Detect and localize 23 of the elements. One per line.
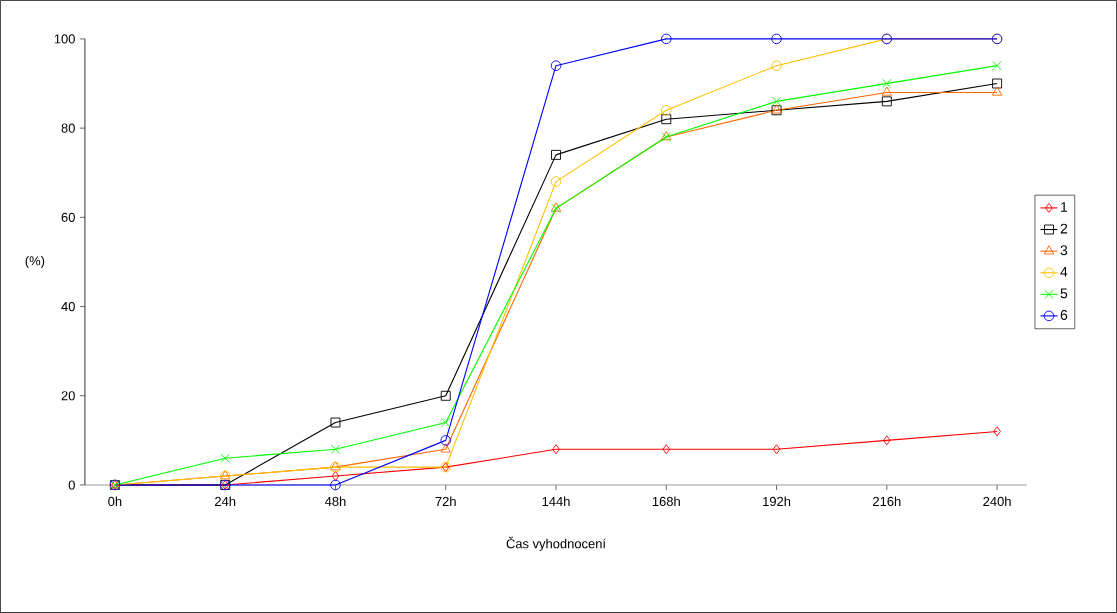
x-tick-label: 72h (435, 496, 456, 506)
x-tick-label: 144h (542, 496, 570, 506)
legend-label: 6 (1060, 310, 1068, 320)
x-tick-label: 192h (763, 496, 791, 507)
y-axis-title: (%) (25, 255, 45, 269)
legend-label: 1 (1061, 202, 1068, 212)
y-tick-label: 80 (61, 123, 75, 133)
y-tick-label: 60 (61, 212, 75, 222)
y-tick-label: 20 (61, 391, 75, 401)
y-tick-label: 40 (61, 302, 75, 312)
legend-label: 5 (1060, 288, 1068, 299)
x-tick-label: 0h (108, 496, 122, 507)
x-tick-label: 168h (652, 496, 680, 507)
legend-label: 2 (1060, 223, 1068, 234)
x-tick-label: 216h (873, 496, 901, 507)
x-tick-label: 240h (983, 496, 1011, 507)
x-tick-label: 48h (324, 496, 346, 507)
y-tick-label: 0 (68, 480, 75, 490)
x-tick-label: 24h (215, 496, 236, 506)
legend-label: 3 (1060, 245, 1068, 256)
legend-label: 4 (1060, 267, 1068, 277)
y-tick-label: 100 (54, 34, 75, 44)
x-axis-title: Čas vyhodnocení (506, 536, 606, 551)
